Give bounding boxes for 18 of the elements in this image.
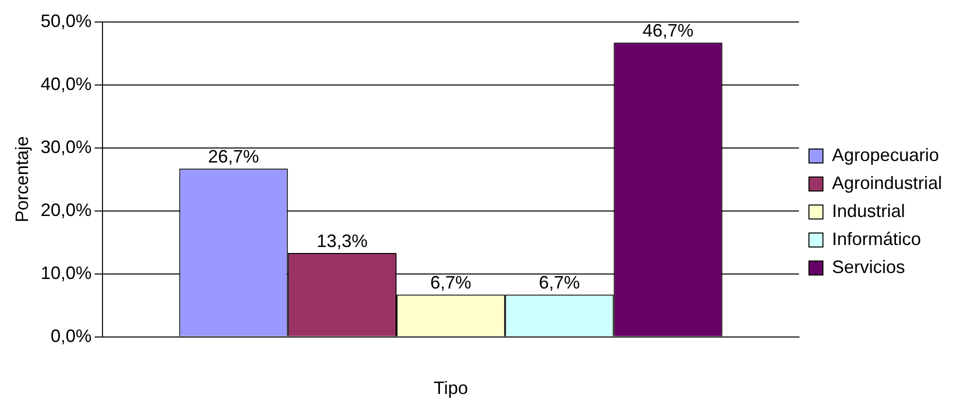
y-tick-label: 10,0% — [40, 262, 92, 283]
y-tick-label: 30,0% — [40, 136, 92, 157]
y-tick-label: 20,0% — [40, 200, 92, 220]
data-label: 13,3% — [316, 230, 368, 251]
y-axis-title: Porcentaje — [12, 136, 32, 222]
legend-label: Agropecuario — [832, 144, 940, 165]
y-tick-label: 0,0% — [50, 326, 92, 346]
legend-label: Informático — [832, 228, 921, 249]
data-label: 6,7% — [430, 272, 472, 293]
legend-label: Industrial — [832, 200, 905, 221]
data-label: 6,7% — [538, 272, 580, 293]
data-label: 46,7% — [642, 20, 694, 41]
y-tick-label: 40,0% — [40, 74, 92, 94]
x-axis-title: Tipo — [434, 378, 468, 398]
y-tick-label: 50,0% — [40, 10, 92, 31]
legend-label: Servicios — [832, 256, 905, 277]
legend-label: Agroindustrial — [832, 172, 942, 193]
data-label: 26,7% — [208, 146, 260, 167]
